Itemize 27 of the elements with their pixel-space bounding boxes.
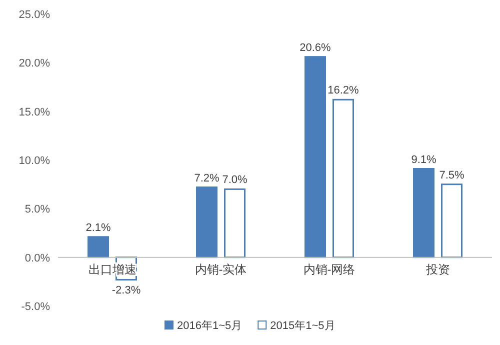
x-tick-label: 内销-实体	[194, 262, 247, 276]
legend-label: 2015年1~5月	[270, 320, 336, 332]
data-label: 7.0%	[222, 174, 248, 186]
y-tick-label: 0.0%	[24, 252, 50, 264]
data-label: 20.6%	[300, 42, 332, 54]
bar	[196, 186, 218, 258]
bar	[88, 236, 109, 258]
y-tick-label: 10.0%	[18, 155, 50, 167]
x-tick-label: 投资	[424, 262, 450, 276]
data-label: 2.1%	[86, 222, 111, 234]
y-tick-label: -5.0%	[21, 301, 50, 313]
y-tick-label: 20.0%	[18, 58, 50, 70]
data-label: 7.2%	[194, 172, 220, 184]
bar	[332, 98, 354, 258]
data-label: 16.2%	[328, 84, 360, 97]
x-tick-label: 内销-网络	[303, 262, 356, 276]
legend-label: 2016年1~5月	[177, 320, 242, 332]
data-label: 7.5%	[439, 169, 464, 182]
bar	[441, 184, 462, 258]
y-tick-label: 25.0%	[18, 9, 50, 21]
y-tick-label: 5.0%	[24, 204, 50, 216]
data-label: 9.1%	[411, 154, 436, 166]
bar	[413, 168, 434, 258]
data-label: -2.3%	[112, 284, 141, 297]
y-tick-label: 15.0%	[18, 106, 50, 118]
bar	[304, 56, 326, 258]
bar	[224, 188, 246, 258]
